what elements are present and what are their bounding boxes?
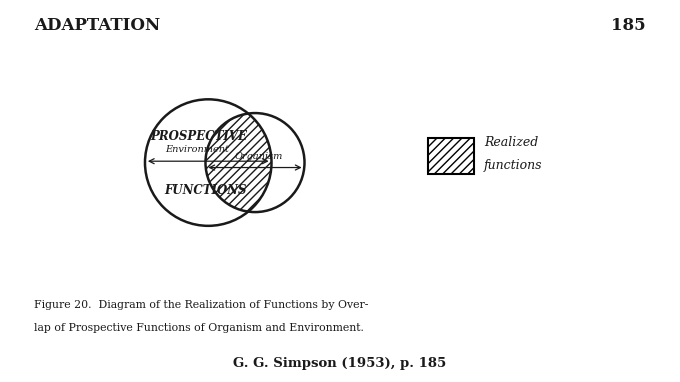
Text: Realized: Realized <box>484 136 539 149</box>
FancyBboxPatch shape <box>428 138 474 174</box>
Circle shape <box>205 113 305 212</box>
Text: PROSPECTIVE: PROSPECTIVE <box>150 130 247 143</box>
Circle shape <box>205 113 305 212</box>
Text: G. G. Simpson (1953), p. 185: G. G. Simpson (1953), p. 185 <box>233 357 447 370</box>
Text: ADAPTATION: ADAPTATION <box>34 17 160 34</box>
Text: Figure 20.  Diagram of the Realization of Functions by Over-: Figure 20. Diagram of the Realization of… <box>34 300 369 310</box>
Text: lap of Prospective Functions of Organism and Environment.: lap of Prospective Functions of Organism… <box>34 323 364 333</box>
Text: functions: functions <box>484 159 543 172</box>
Text: Environment: Environment <box>165 145 229 154</box>
Circle shape <box>145 99 271 226</box>
Text: Organism: Organism <box>235 152 284 161</box>
Text: 185: 185 <box>611 17 646 34</box>
Text: FUNCTIONS: FUNCTIONS <box>165 184 247 197</box>
